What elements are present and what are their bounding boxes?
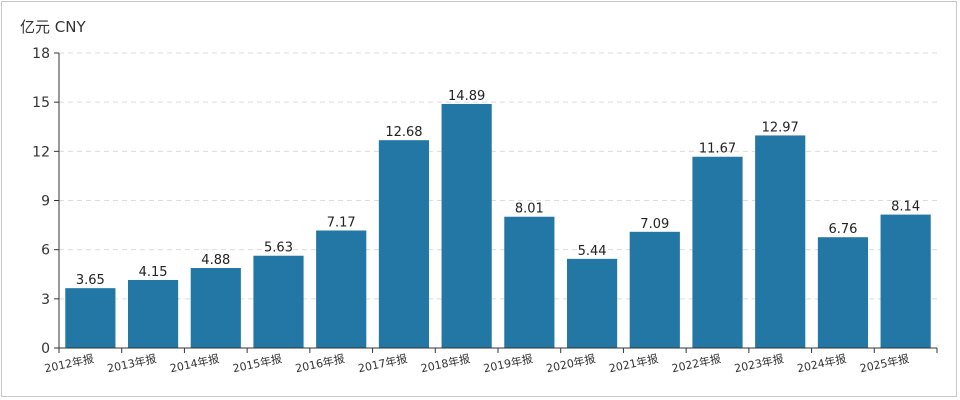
bar-2025年报 bbox=[880, 214, 931, 348]
x-category-label: 2016年报 bbox=[294, 351, 346, 375]
y-tick-label: 12 bbox=[32, 144, 50, 160]
x-category-label: 2023年报 bbox=[733, 351, 785, 375]
bar-2019年报 bbox=[504, 216, 555, 348]
x-category-label: 2018年报 bbox=[419, 351, 471, 375]
y-tick-label: 3 bbox=[41, 292, 50, 308]
bar-2015年报 bbox=[253, 255, 304, 348]
y-tick-label: 15 bbox=[32, 95, 50, 111]
data-label: 5.44 bbox=[578, 244, 607, 259]
data-label: 5.63 bbox=[264, 241, 293, 256]
x-category-label: 2022年报 bbox=[670, 351, 722, 375]
y-tick-label: 0 bbox=[41, 341, 50, 357]
x-category-label: 2017年报 bbox=[357, 351, 409, 375]
data-label: 6.76 bbox=[828, 222, 857, 237]
x-category-label: 2024年报 bbox=[796, 351, 848, 375]
bar-2024年报 bbox=[817, 237, 869, 348]
x-category-label: 2025年报 bbox=[858, 351, 910, 375]
data-label: 4.15 bbox=[139, 265, 168, 280]
x-category-label: 2021年报 bbox=[608, 351, 660, 375]
data-label: 14.89 bbox=[448, 89, 485, 104]
bar-2023年报 bbox=[755, 135, 806, 348]
axes bbox=[54, 52, 938, 353]
data-label: 7.17 bbox=[327, 215, 356, 230]
data-label: 3.65 bbox=[76, 273, 105, 288]
bar-2014年报 bbox=[190, 268, 241, 348]
x-category-label: 2014年报 bbox=[169, 351, 221, 375]
bar-2021年报 bbox=[629, 231, 680, 348]
bar-2018年报 bbox=[441, 103, 492, 348]
data-label: 11.67 bbox=[699, 142, 736, 157]
bar-2020年报 bbox=[566, 258, 618, 348]
y-tick-label: 18 bbox=[32, 46, 50, 62]
bar-2016年报 bbox=[316, 230, 367, 348]
data-label: 12.97 bbox=[762, 120, 799, 135]
y-tick-label: 6 bbox=[41, 243, 50, 259]
bar-2012年报 bbox=[65, 288, 116, 348]
x-category-label: 2012年报 bbox=[43, 351, 95, 375]
data-label: 8.14 bbox=[891, 200, 920, 215]
bar-2017年报 bbox=[378, 140, 430, 348]
x-category-label: 2015年报 bbox=[231, 351, 283, 375]
bar-2022年报 bbox=[692, 156, 743, 348]
x-category-label: 2013年报 bbox=[106, 351, 158, 375]
data-label: 12.68 bbox=[385, 125, 422, 140]
x-category-label: 2020年报 bbox=[545, 351, 597, 375]
y-axis-unit-label: 亿元 CNY bbox=[20, 18, 86, 36]
data-label: 8.01 bbox=[515, 202, 544, 217]
y-tick-label: 9 bbox=[41, 194, 50, 210]
x-category-label: 2019年报 bbox=[482, 351, 534, 375]
data-label: 4.88 bbox=[201, 253, 230, 268]
bar-2013年报 bbox=[127, 279, 179, 348]
bars bbox=[65, 103, 931, 348]
data-label: 7.09 bbox=[640, 217, 669, 232]
